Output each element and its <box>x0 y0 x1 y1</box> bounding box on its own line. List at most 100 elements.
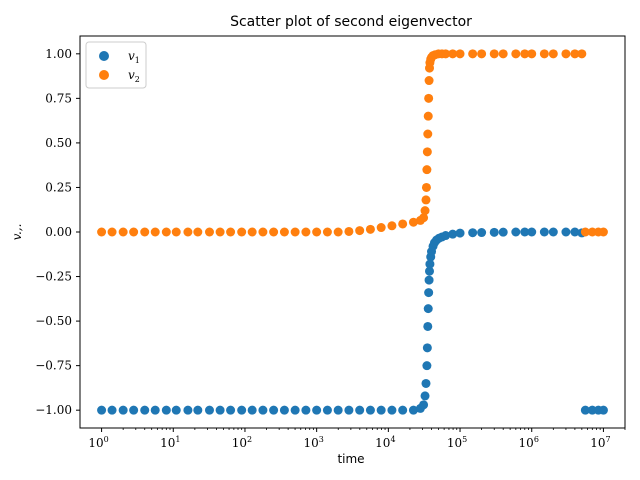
point-v2-14 <box>247 227 257 237</box>
point-v1-33 <box>421 378 431 388</box>
point-v1-27 <box>387 405 397 415</box>
point-v1-29 <box>408 405 418 415</box>
legend-label-v1: v1 <box>128 49 140 65</box>
point-v2-6 <box>161 227 171 237</box>
point-v2-10 <box>204 227 214 237</box>
point-v1-19 <box>301 405 311 415</box>
point-v2-21 <box>322 227 332 237</box>
point-v2-67 <box>598 227 608 237</box>
point-v2-1 <box>107 227 117 237</box>
x-tick-label-1: 101 <box>160 435 180 450</box>
point-v1-32 <box>420 391 430 401</box>
point-v1-16 <box>269 405 279 415</box>
point-v2-24 <box>355 226 365 236</box>
x-tick-label-5: 105 <box>447 435 467 450</box>
point-v2-3 <box>129 227 139 237</box>
x-tick-label-0: 100 <box>88 435 108 450</box>
point-v1-38 <box>424 288 434 298</box>
point-v1-22 <box>333 405 343 415</box>
point-v2-2 <box>118 227 128 237</box>
point-v2-36 <box>422 147 432 157</box>
point-v1-51 <box>455 228 465 238</box>
point-v1-21 <box>322 405 332 415</box>
point-v2-60 <box>548 49 558 59</box>
x-tick-label-3: 103 <box>303 435 323 450</box>
x-tick-label-2: 102 <box>232 435 252 450</box>
point-v1-12 <box>226 405 236 415</box>
point-v2-38 <box>423 111 433 121</box>
point-v1-0 <box>97 405 107 415</box>
point-v1-61 <box>561 227 571 237</box>
point-v2-61 <box>561 49 571 59</box>
x-tick-label-7: 107 <box>590 435 610 450</box>
point-v1-13 <box>237 405 247 415</box>
legend-label-v2-base: v <box>128 68 135 82</box>
point-v1-7 <box>171 405 181 415</box>
point-v2-32 <box>420 206 430 216</box>
point-v1-60 <box>548 227 558 237</box>
point-v1-64 <box>580 405 590 415</box>
x-tick-label-4: 104 <box>375 435 395 450</box>
point-v2-9 <box>193 227 203 237</box>
point-v1-53 <box>477 228 487 238</box>
point-v1-35 <box>422 343 432 353</box>
point-v1-67 <box>598 405 608 415</box>
point-v1-6 <box>161 405 171 415</box>
y-tick-label-1: 0.75 <box>45 91 72 105</box>
y-tick-label-0: 1.00 <box>45 47 72 61</box>
legend-label-v1-sub: 1 <box>135 56 140 65</box>
legend-label-v2: v2 <box>128 68 140 84</box>
point-v2-0 <box>97 227 107 237</box>
point-v2-39 <box>424 93 434 103</box>
point-v1-4 <box>140 405 150 415</box>
x-axis: 100 101 102 103 104 105 106 107 <box>88 428 626 450</box>
point-v2-13 <box>237 227 247 237</box>
point-v2-58 <box>527 49 537 59</box>
point-v1-58 <box>527 227 537 237</box>
point-v2-17 <box>279 227 289 237</box>
legend-marker-v1 <box>99 51 109 61</box>
point-v2-5 <box>150 227 160 237</box>
point-v1-15 <box>258 405 268 415</box>
point-v2-40 <box>424 76 434 86</box>
point-v2-4 <box>140 227 150 237</box>
point-v2-37 <box>423 129 433 139</box>
legend-marker-v2 <box>99 70 109 80</box>
point-v1-50 <box>448 229 458 239</box>
point-v1-10 <box>204 405 214 415</box>
point-v2-34 <box>421 182 431 192</box>
point-v1-55 <box>498 227 508 237</box>
point-v1-1 <box>107 405 117 415</box>
point-v1-2 <box>118 405 128 415</box>
point-v2-16 <box>269 227 279 237</box>
y-tick-label-2: 0.50 <box>45 136 72 150</box>
point-v1-5 <box>150 405 160 415</box>
point-v2-20 <box>312 227 322 237</box>
point-v2-7 <box>171 227 181 237</box>
x-axis-label: time <box>337 452 364 466</box>
point-v2-63 <box>577 49 587 59</box>
point-v2-11 <box>215 227 225 237</box>
point-v2-64 <box>580 227 590 237</box>
points-layer <box>97 49 608 415</box>
point-v2-50 <box>448 49 458 59</box>
point-v1-62 <box>570 227 580 237</box>
chart-title: Scatter plot of second eigenvector <box>230 14 472 30</box>
point-v1-28 <box>398 405 408 415</box>
point-v1-40 <box>425 266 434 276</box>
point-v2-26 <box>376 223 386 233</box>
point-v1-41 <box>425 259 435 269</box>
point-v2-35 <box>422 165 432 175</box>
point-v2-56 <box>511 49 521 59</box>
point-v1-20 <box>312 405 322 415</box>
point-v1-14 <box>247 405 257 415</box>
point-v2-59 <box>539 49 549 59</box>
point-v2-33 <box>421 195 431 205</box>
point-v1-9 <box>193 405 203 415</box>
point-v1-52 <box>468 228 478 238</box>
point-v2-23 <box>344 226 354 236</box>
point-v2-27 <box>387 221 397 231</box>
x-tick-label-6: 106 <box>519 435 539 450</box>
point-v2-28 <box>398 219 408 229</box>
